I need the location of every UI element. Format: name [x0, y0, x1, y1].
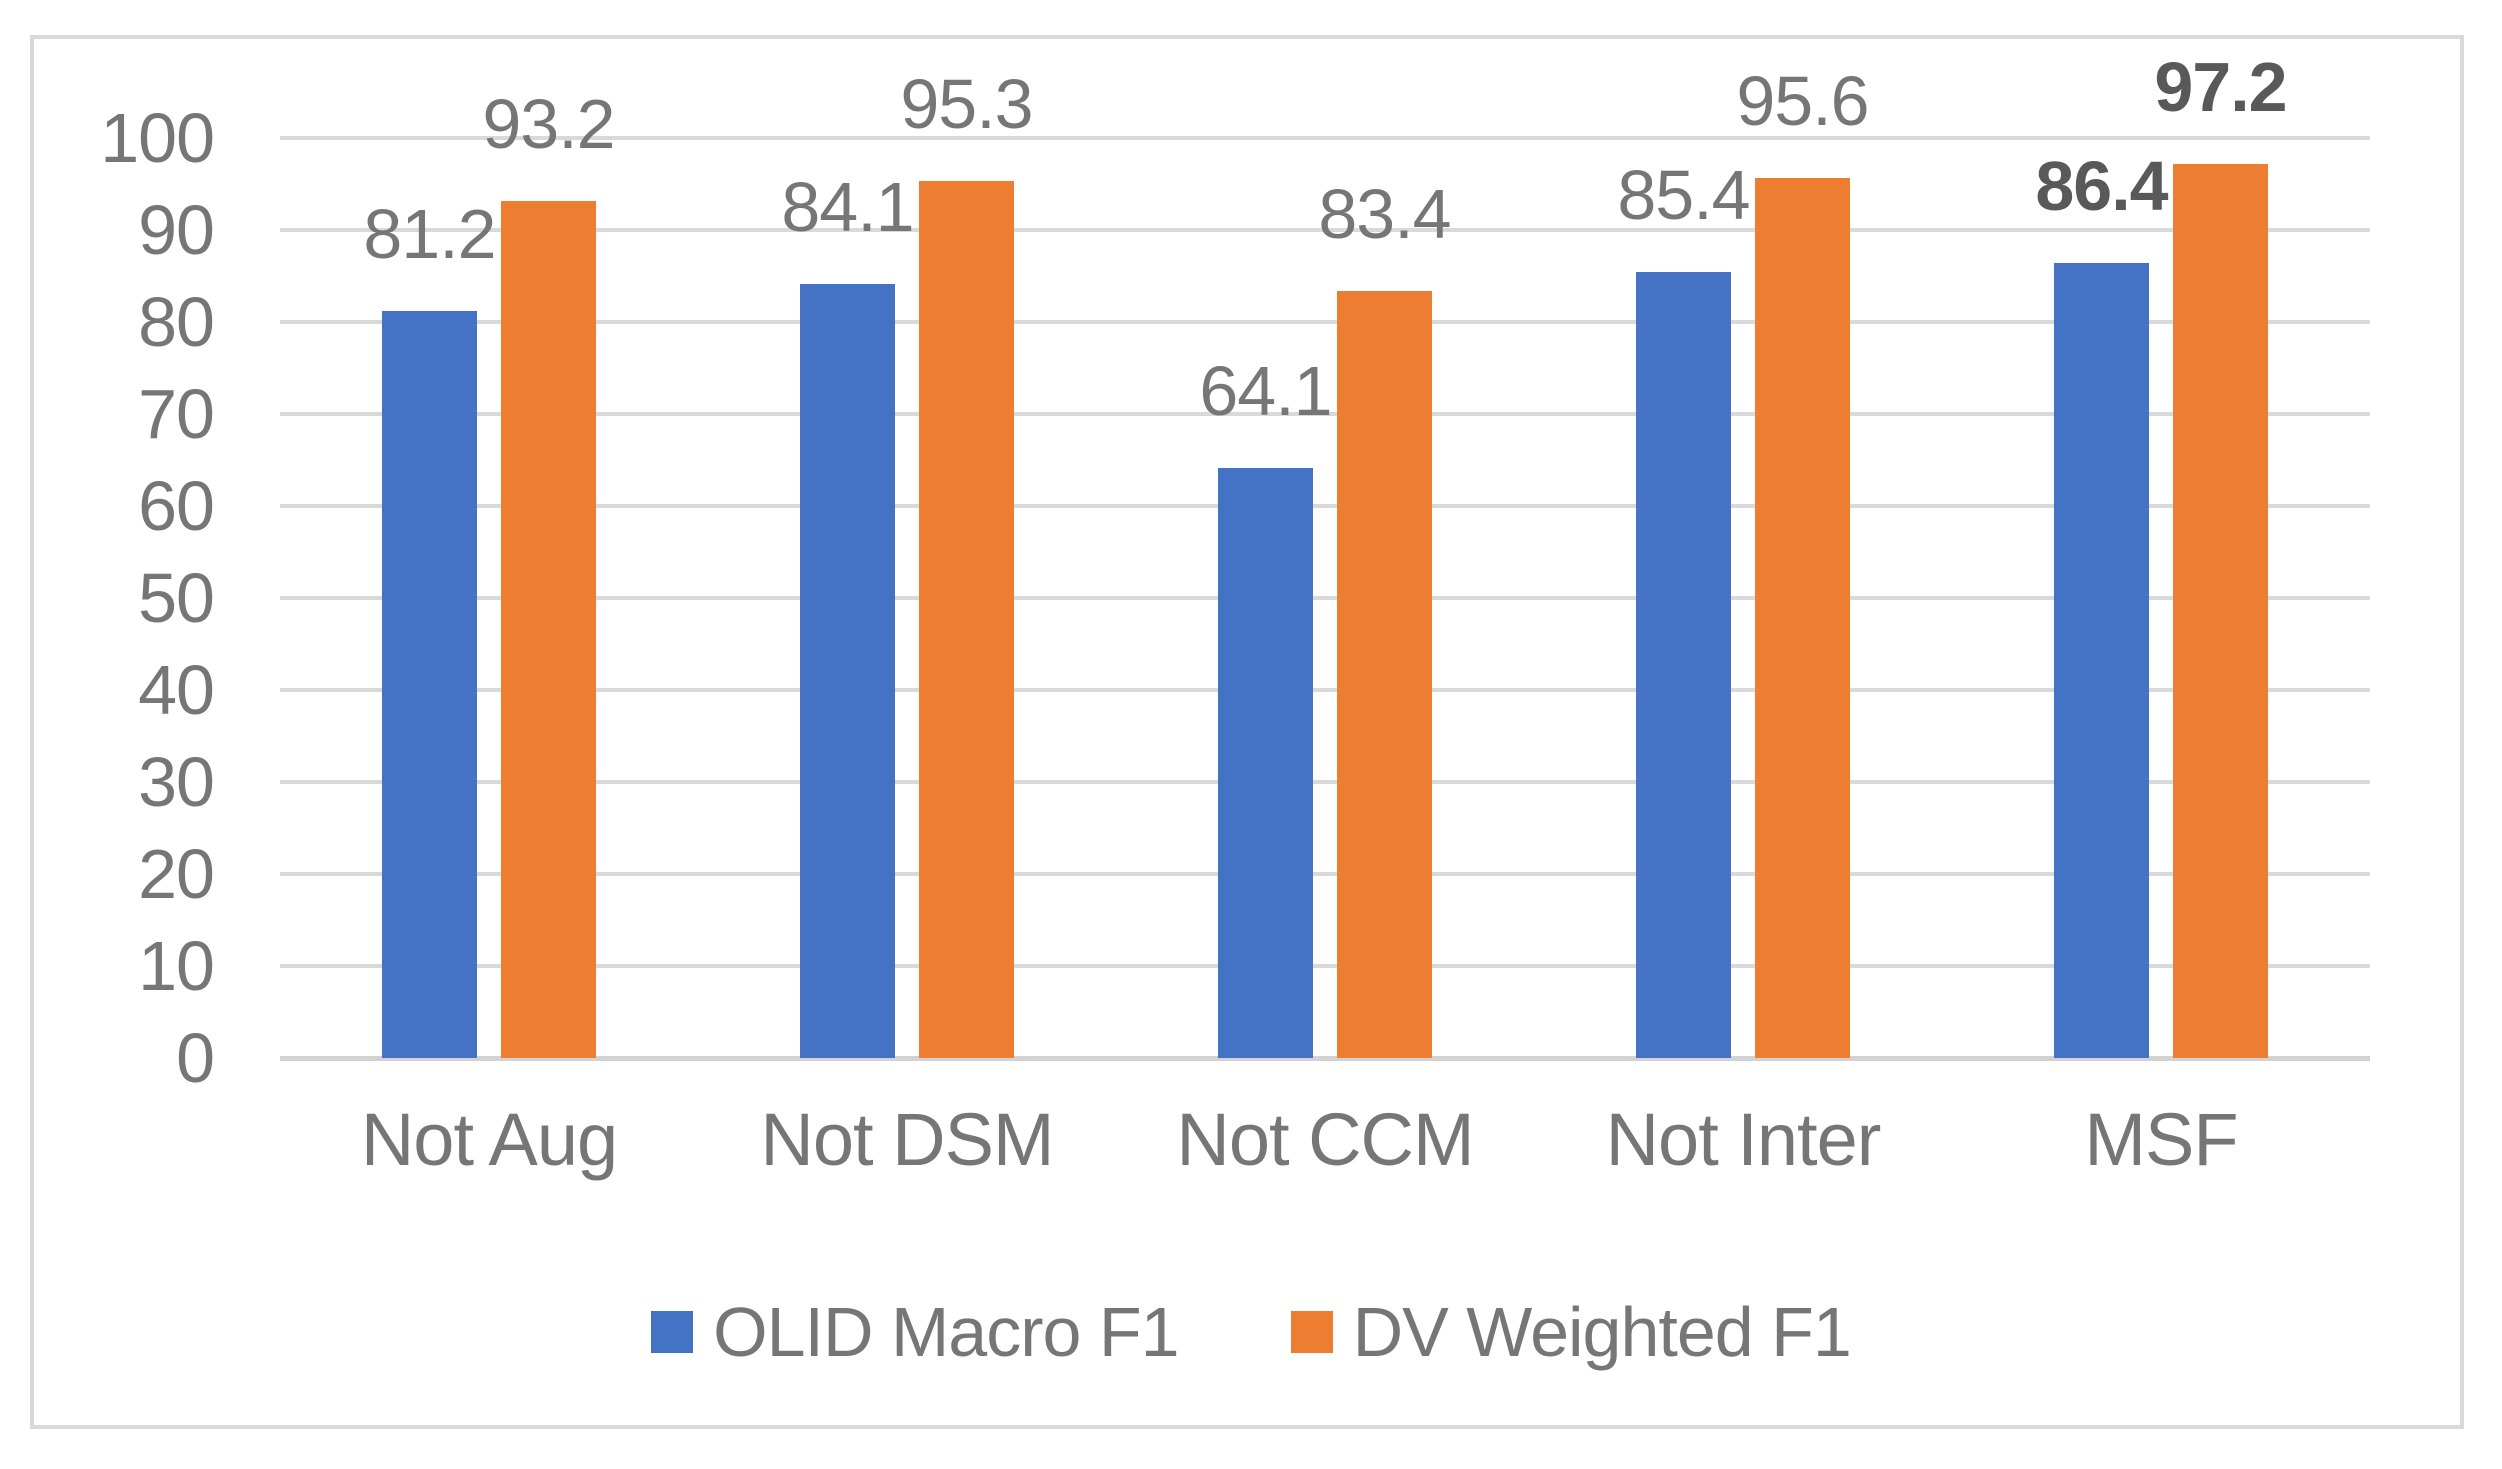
- gridline-30: [280, 780, 2370, 784]
- bar-olid-macro-f1-not-dsm: [800, 284, 895, 1058]
- gridline-90: [280, 228, 2370, 232]
- y-axis-tick-label-60: 60: [138, 467, 215, 545]
- gridline-80: [280, 320, 2370, 324]
- category-label-not-ccm: Not CCM: [1176, 1098, 1474, 1181]
- bar-dv-weighted-f1-not-ccm: [1337, 290, 1432, 1058]
- y-axis-tick-label-0: 0: [176, 1019, 215, 1097]
- value-label-dv-weighted-f1-not-inter: 95.6: [1736, 62, 1869, 141]
- value-label-olid-macro-f1-not-dsm: 84.1: [781, 168, 914, 247]
- category-label-not-inter: Not Inter: [1605, 1098, 1882, 1181]
- value-label-olid-macro-f1-msf: 86.4: [2035, 147, 2168, 226]
- y-axis-tick-label-80: 80: [138, 283, 215, 361]
- legend: OLID Macro F1 DV Weighted F1: [0, 1292, 2502, 1372]
- value-label-dv-weighted-f1-not-dsm: 95.3: [900, 65, 1033, 144]
- legend-swatch-olid-macro-f1: [651, 1311, 694, 1353]
- y-axis-tick-label-40: 40: [138, 651, 215, 729]
- category-label-not-dsm: Not DSM: [760, 1098, 1054, 1181]
- legend-swatch-dv-weighted-f1: [1290, 1311, 1333, 1353]
- bar-dv-weighted-f1-msf: [2173, 163, 2268, 1058]
- bar-olid-macro-f1-not-ccm: [1218, 468, 1313, 1058]
- value-label-olid-macro-f1-not-aug: 81.2: [363, 194, 496, 273]
- gridline-40: [280, 688, 2370, 692]
- y-axis-tick-label-20: 20: [138, 835, 215, 913]
- value-label-dv-weighted-f1-not-ccm: 83.4: [1318, 174, 1451, 253]
- gridline-70: [280, 412, 2370, 416]
- y-axis-tick-label-90: 90: [138, 191, 215, 269]
- gridline-0: [280, 1056, 2370, 1061]
- value-label-dv-weighted-f1-not-aug: 93.2: [482, 84, 615, 163]
- value-label-dv-weighted-f1-msf: 97.2: [2154, 47, 2287, 126]
- gridline-100: [280, 136, 2370, 140]
- value-label-olid-macro-f1-not-ccm: 64.1: [1199, 352, 1332, 431]
- y-axis-tick-label-70: 70: [138, 375, 215, 453]
- category-label-msf: MSF: [2084, 1098, 2238, 1181]
- legend-item-olid-macro-f1: OLID Macro F1: [651, 1293, 1180, 1371]
- y-axis-tick-label-50: 50: [138, 559, 215, 637]
- gridline-10: [280, 964, 2370, 968]
- gridline-60: [280, 504, 2370, 508]
- y-axis-tick-label-10: 10: [138, 927, 215, 1005]
- legend-label-dv-weighted-f1: DV Weighted F1: [1352, 1293, 1852, 1371]
- bar-olid-macro-f1-not-aug: [382, 310, 477, 1058]
- gridline-20: [280, 872, 2370, 876]
- bar-dv-weighted-f1-not-inter: [1755, 178, 1850, 1058]
- value-label-olid-macro-f1-not-inter: 85.4: [1617, 156, 1750, 235]
- y-axis-tick-label-100: 100: [100, 99, 215, 177]
- legend-item-dv-weighted-f1: DV Weighted F1: [1290, 1293, 1852, 1371]
- bar-olid-macro-f1-not-inter: [1636, 272, 1731, 1058]
- bar-olid-macro-f1-msf: [2054, 263, 2149, 1058]
- gridline-50: [280, 596, 2370, 600]
- bar-dv-weighted-f1-not-aug: [501, 200, 596, 1058]
- y-axis-tick-label-30: 30: [138, 743, 215, 821]
- category-label-not-aug: Not Aug: [360, 1098, 618, 1181]
- legend-label-olid-macro-f1: OLID Macro F1: [713, 1293, 1179, 1371]
- bar-dv-weighted-f1-not-dsm: [919, 181, 1014, 1058]
